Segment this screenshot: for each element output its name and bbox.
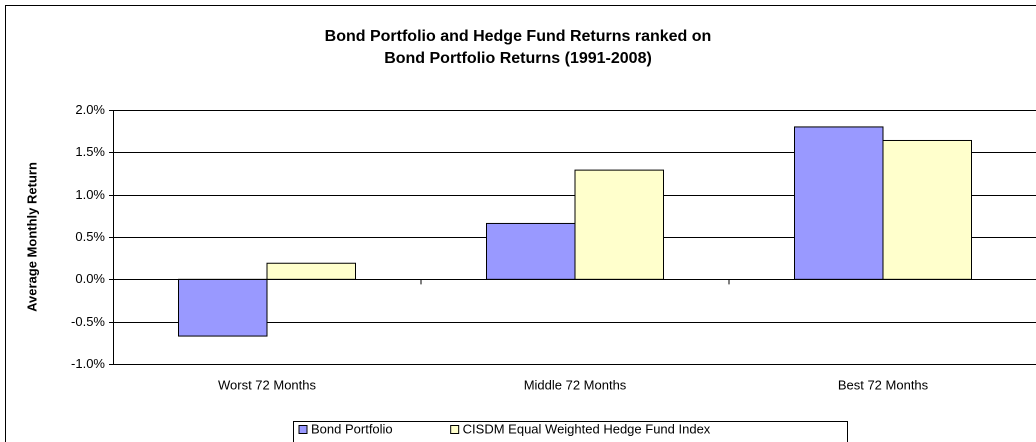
legend-label: CISDM Equal Weighted Hedge Fund Index [463,421,711,436]
y-tick-label: 2.0% [75,102,105,117]
chart-title: Bond Portfolio Returns (1991-2008) [384,50,652,67]
bar [574,169,664,280]
x-tick-label: Best 72 Months [838,377,929,392]
y-axis-label: Average Monthly Return [24,162,39,312]
bar [794,126,884,280]
x-tick-label: Worst 72 Months [218,377,317,392]
chart-title: Bond Portfolio and Hedge Fund Returns ra… [325,28,712,45]
bar [178,278,268,337]
bar [266,262,356,280]
legend-swatch [450,425,460,434]
y-tick-label: 1.5% [75,144,105,159]
legend-swatch [298,425,308,434]
bar [882,139,972,280]
y-tick-label: 0.5% [75,229,105,244]
y-tick-label: 1.0% [75,187,105,202]
y-tick-label: -1.0% [71,356,105,371]
bar [486,222,576,280]
x-tick-label: Middle 72 Months [524,377,627,392]
legend-label: Bond Portfolio [311,421,393,436]
y-tick-label: 0.0% [75,271,105,286]
legend-box [293,421,848,442]
y-tick-label: -0.5% [71,314,105,329]
